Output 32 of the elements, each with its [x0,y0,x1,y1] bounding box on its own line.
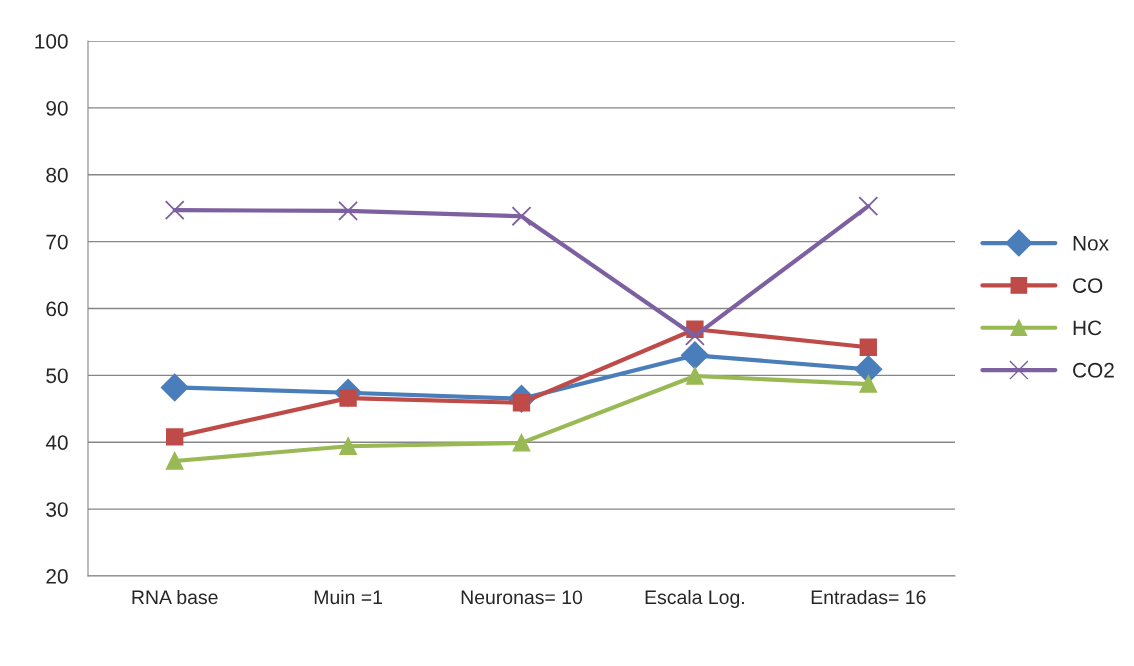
point [859,375,877,393]
y-tick-label: 30 [46,502,68,517]
y-tick-label: 100 [35,34,68,49]
y-tick-label: 40 [45,435,68,450]
point [511,206,532,227]
x-tick-label: Entradas= 16 [811,589,926,605]
point [339,437,357,455]
point [681,341,709,370]
x-tick-label: Neuronas= 10 [461,590,583,605]
y-tick-label: 90 [46,100,68,116]
y-tick-label: 60 [46,301,68,317]
legend-label: HC [1073,320,1102,336]
x-tick-label: RNA base [132,589,218,605]
point [338,200,359,221]
point [166,452,184,470]
point [160,373,189,402]
y-tick-label: 70 [46,234,68,250]
point [512,434,531,452]
legend-label: CO2 [1073,362,1114,378]
point [686,367,704,385]
point [166,428,184,446]
x-tick-label: Escala Log. [645,589,744,609]
legend-label: CO [1073,278,1103,293]
point [858,196,879,217]
y-tick-label: 20 [46,569,68,584]
y-tick-label: 80 [46,167,68,183]
point [859,338,877,356]
point [684,325,705,346]
x-tick-label: Muin =1 [314,589,383,605]
legend-label: Nox [1073,236,1109,251]
point [164,200,185,221]
y-tick-label: 50 [46,368,68,384]
